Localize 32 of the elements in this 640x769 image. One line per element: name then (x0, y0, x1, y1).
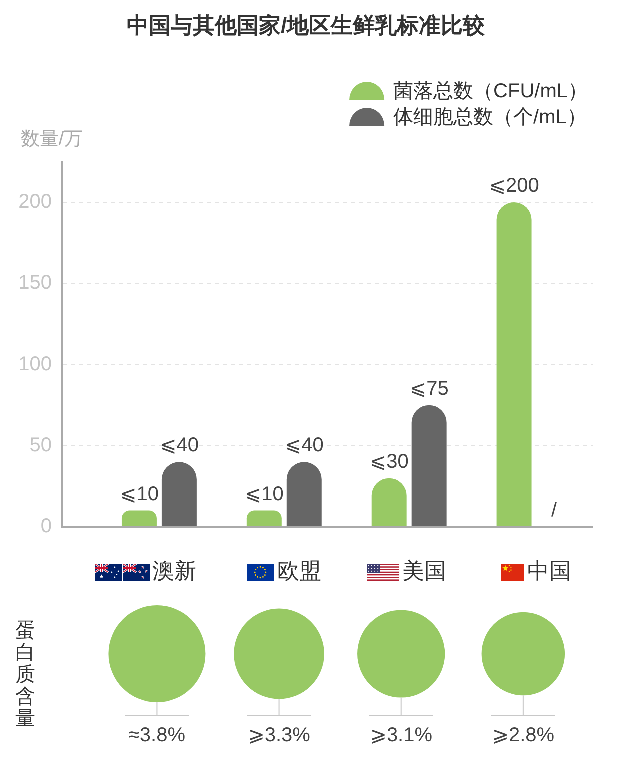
bar (496, 202, 532, 526)
x-tick-label: 欧盟 (277, 558, 322, 584)
data-label: ≈3.8% (128, 724, 186, 747)
y-tick-label: 200 (18, 191, 52, 214)
y-tick-label: 0 (40, 516, 52, 538)
x-tick-label: 澳新 (152, 558, 196, 584)
data-label: ⩽10 (244, 483, 284, 506)
data-label: ⩽75 (410, 378, 449, 400)
data-label: ⩽40 (284, 434, 324, 457)
data-label: ⩾3.1% (370, 724, 433, 747)
data-label: ⩽10 (120, 483, 159, 506)
data-label: ⩽40 (160, 434, 199, 457)
data-label: ⩾2.8% (492, 724, 555, 747)
legend-label: 体细胞总数（个/mL） (394, 106, 587, 129)
text: 蛋白质含量 (15, 618, 36, 730)
bar (122, 510, 157, 526)
y-tick-label: 50 (30, 434, 52, 456)
bar (162, 462, 197, 526)
x-tick-label: 中国 (527, 558, 572, 584)
bar (412, 405, 447, 526)
x-tick-label: 美国 (402, 558, 446, 584)
text: / (551, 500, 558, 522)
chart-title: 中国与其他国家/地区生鲜乳标准比较 (126, 13, 486, 38)
y-tick-label: 100 (18, 353, 52, 376)
y-axis-title: 数量/万 (20, 129, 84, 150)
data-label: ⩽200 (489, 175, 540, 198)
data-label: ⩾3.3% (248, 724, 311, 747)
data-label: ⩽30 (370, 450, 409, 473)
y-tick-label: 150 (18, 272, 52, 294)
bar (246, 510, 282, 526)
bar (286, 462, 322, 526)
legend-label: 菌落总数（CFU/mL） (394, 80, 588, 103)
